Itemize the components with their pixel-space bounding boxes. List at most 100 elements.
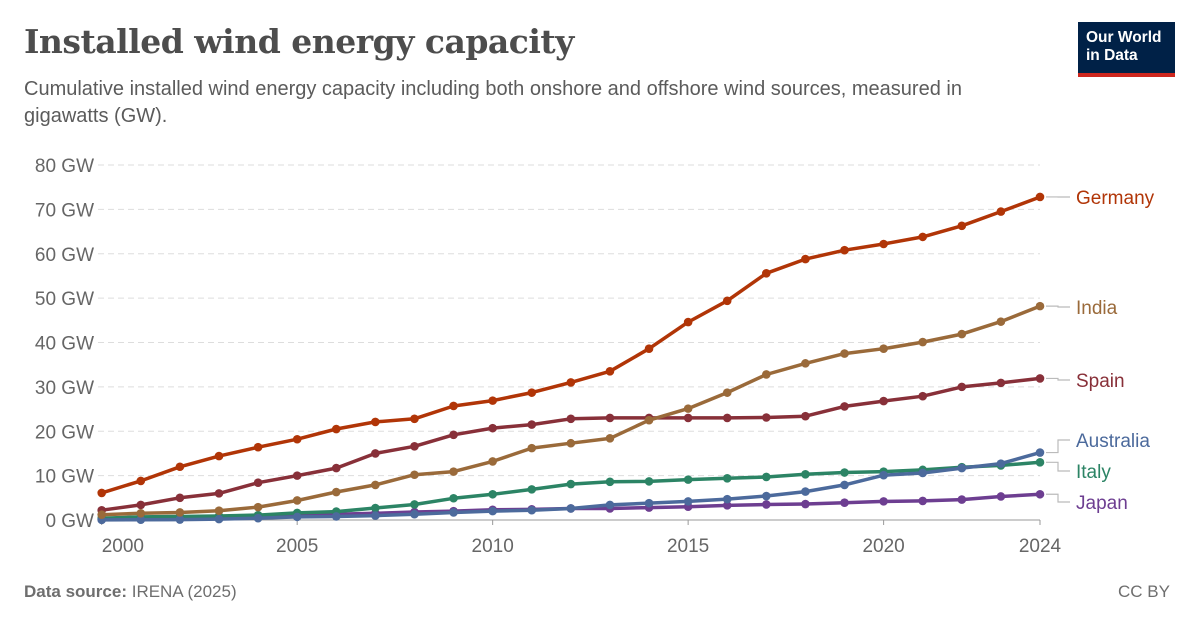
x-tick-label: 2005 xyxy=(276,536,318,557)
data-point-india xyxy=(1035,301,1045,311)
data-point-spain xyxy=(840,402,849,411)
data-point-germany xyxy=(996,207,1006,216)
data-point-india xyxy=(97,510,106,519)
series-label-japan: Japan xyxy=(1076,493,1128,514)
data-point-japan xyxy=(762,500,771,509)
data-point-germany xyxy=(1035,192,1045,202)
data-point-india xyxy=(527,443,537,453)
data-point-australia xyxy=(762,491,771,501)
x-tick-label: 2015 xyxy=(667,536,709,557)
data-point-australia xyxy=(683,497,693,506)
source-link[interactable]: IRENA (2025) xyxy=(131,582,237,601)
data-point-india xyxy=(801,359,810,368)
data-point-india xyxy=(722,388,732,397)
data-point-spain xyxy=(605,413,615,423)
data-point-india xyxy=(644,415,654,425)
data-point-germany xyxy=(253,442,263,452)
data-point-spain xyxy=(371,449,380,458)
data-point-germany xyxy=(331,424,341,434)
data-point-germany xyxy=(410,414,419,424)
data-point-australia xyxy=(1035,448,1045,457)
data-point-italy xyxy=(488,489,497,499)
data-point-spain xyxy=(683,413,693,423)
data-point-spain xyxy=(996,378,1006,388)
data-point-germany xyxy=(683,317,693,327)
data-point-italy xyxy=(605,477,615,487)
data-point-india xyxy=(957,329,967,339)
data-point-spain xyxy=(331,463,341,473)
data-point-spain xyxy=(253,478,263,488)
data-point-spain xyxy=(879,396,888,406)
data-point-india xyxy=(879,344,888,354)
license-link[interactable]: CC BY xyxy=(1118,582,1170,601)
data-point-spain xyxy=(175,493,185,503)
data-point-spain xyxy=(762,413,771,422)
data-point-germany xyxy=(840,245,849,255)
y-tick-label: 60 GW xyxy=(35,245,94,266)
series-label-germany: Germany xyxy=(1076,188,1155,209)
y-tick-label: 10 GW xyxy=(35,467,94,488)
data-point-italy xyxy=(527,485,537,494)
data-point-india xyxy=(214,506,224,515)
data-point-australia xyxy=(371,511,380,520)
data-point-australia xyxy=(957,463,967,473)
data-point-italy xyxy=(683,475,693,484)
data-point-germany xyxy=(918,232,928,242)
data-point-germany xyxy=(175,462,185,472)
data-point-germany xyxy=(605,367,615,376)
data-point-japan xyxy=(918,496,928,506)
data-point-india xyxy=(840,349,849,358)
data-point-germany xyxy=(879,239,888,249)
data-point-italy xyxy=(371,503,380,513)
data-point-germany xyxy=(449,401,458,411)
data-point-japan xyxy=(996,492,1006,501)
data-point-spain xyxy=(410,442,419,451)
y-tick-label: 40 GW xyxy=(35,334,94,355)
data-point-germany xyxy=(292,434,302,444)
data-point-australia xyxy=(605,500,615,510)
data-source: Data source: IRENA (2025) xyxy=(24,582,237,602)
data-point-australia xyxy=(918,468,928,478)
label-connector-india xyxy=(1046,305,1070,308)
data-point-india xyxy=(371,480,380,490)
data-point-australia xyxy=(801,487,810,496)
series-label-australia: Australia xyxy=(1076,431,1150,452)
data-point-india xyxy=(253,502,263,512)
data-point-spain xyxy=(488,423,497,433)
data-point-italy xyxy=(449,493,458,503)
data-point-india xyxy=(996,317,1006,326)
data-point-spain xyxy=(566,414,576,424)
data-point-japan xyxy=(801,499,810,509)
data-point-italy xyxy=(722,473,732,483)
data-point-india xyxy=(410,470,419,480)
data-point-germany xyxy=(371,417,380,427)
data-point-germany xyxy=(801,254,810,264)
x-tick-label: 2000 xyxy=(102,536,144,557)
data-point-spain xyxy=(918,391,928,401)
data-point-germany xyxy=(97,488,106,498)
data-point-australia xyxy=(566,504,576,513)
chart-title: Installed wind energy capacity xyxy=(24,22,574,61)
data-point-italy xyxy=(1035,458,1045,467)
data-point-italy xyxy=(410,500,419,509)
data-point-australia xyxy=(722,494,732,504)
data-point-germany xyxy=(136,476,146,486)
owid-logo[interactable]: Our World in Data xyxy=(1078,22,1175,77)
data-point-australia xyxy=(996,459,1006,468)
series-label-italy: Italy xyxy=(1076,462,1111,483)
x-tick-label: 2024 xyxy=(1019,536,1062,557)
data-point-italy xyxy=(801,469,810,479)
data-point-italy xyxy=(762,472,771,482)
source-label: Data source: xyxy=(24,582,127,601)
data-point-australia xyxy=(292,512,302,522)
data-point-japan xyxy=(840,498,849,507)
data-point-india xyxy=(175,508,185,517)
y-tick-label: 50 GW xyxy=(35,289,94,310)
data-point-australia xyxy=(410,509,419,519)
data-point-spain xyxy=(1035,374,1045,383)
data-point-germany xyxy=(527,388,537,397)
data-point-spain xyxy=(292,471,302,480)
data-point-japan xyxy=(1035,489,1045,499)
